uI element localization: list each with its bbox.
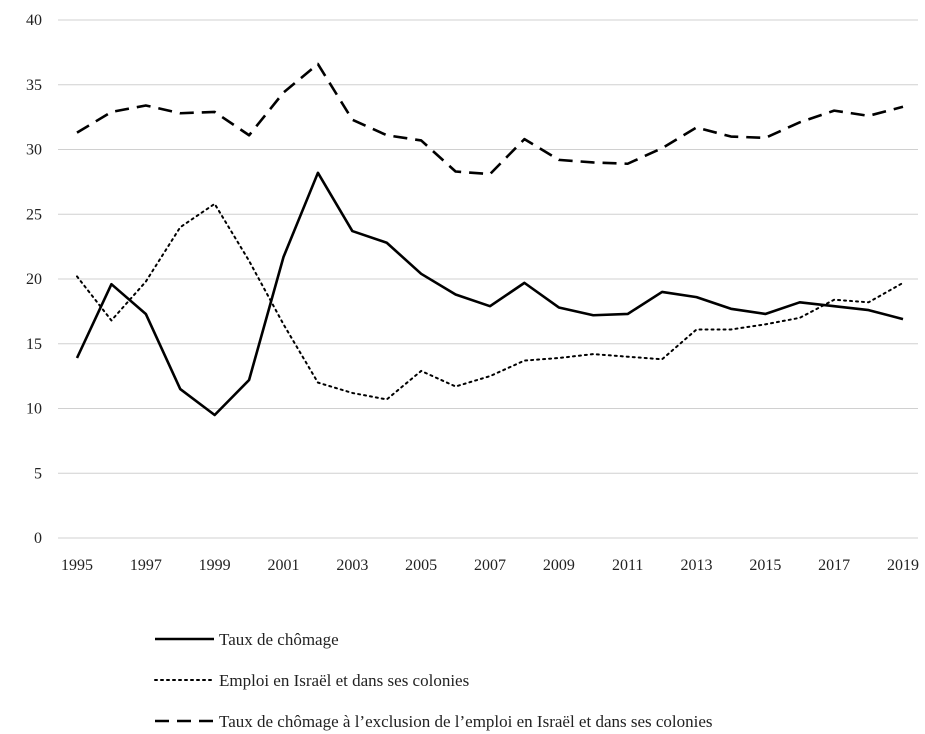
x-tick-label-2017: 2017 <box>818 557 850 574</box>
y-tick-label-10: 10 <box>26 401 42 418</box>
y-tick-label-40: 40 <box>26 12 42 29</box>
x-tick-label-1995: 1995 <box>61 557 93 574</box>
gridlines <box>58 19 918 539</box>
legend-label-1: Taux de chômage <box>219 630 339 649</box>
x-tick-label-2003: 2003 <box>336 557 368 574</box>
x-tick-label-2011: 2011 <box>612 557 643 574</box>
x-axis-tick-labels: 1995 1997 1999 2001 2003 2005 2007 2009 2011 2013… <box>61 557 919 574</box>
legend-label-2: Emploi en Israël et dans ses colonies <box>219 671 469 690</box>
x-tick-label-2019: 2019 <box>887 557 919 574</box>
y-tick-label-35: 35 <box>26 77 42 94</box>
x-tick-label-2005: 2005 <box>405 557 437 574</box>
x-tick-label-2007: 2007 <box>474 557 506 574</box>
legend-label-3: Taux de chômage à l’exclusion de l’emplo… <box>219 712 713 731</box>
x-tick-label-2001: 2001 <box>268 557 300 574</box>
x-tick-label-2013: 2013 <box>681 557 713 574</box>
x-tick-label-2015: 2015 <box>749 557 781 574</box>
x-tick-label-2009: 2009 <box>543 557 575 574</box>
x-tick-label-1999: 1999 <box>199 557 231 574</box>
series-lines <box>75 62 904 417</box>
series-line-3 <box>76 62 904 176</box>
series-line-1 <box>75 171 904 417</box>
y-axis-tick-labels: 0 5 10 15 20 25 30 35 40 <box>26 12 42 547</box>
legend: Taux de chômage Emploi en Israël et dans … <box>154 630 713 731</box>
x-tick-label-1997: 1997 <box>130 557 162 574</box>
y-tick-label-20: 20 <box>26 271 42 288</box>
y-tick-label-0: 0 <box>34 530 42 547</box>
series-line-2 <box>76 202 904 401</box>
y-tick-label-30: 30 <box>26 142 42 159</box>
y-tick-label-15: 15 <box>26 336 42 353</box>
y-tick-label-5: 5 <box>34 465 42 482</box>
y-tick-label-25: 25 <box>26 206 42 223</box>
